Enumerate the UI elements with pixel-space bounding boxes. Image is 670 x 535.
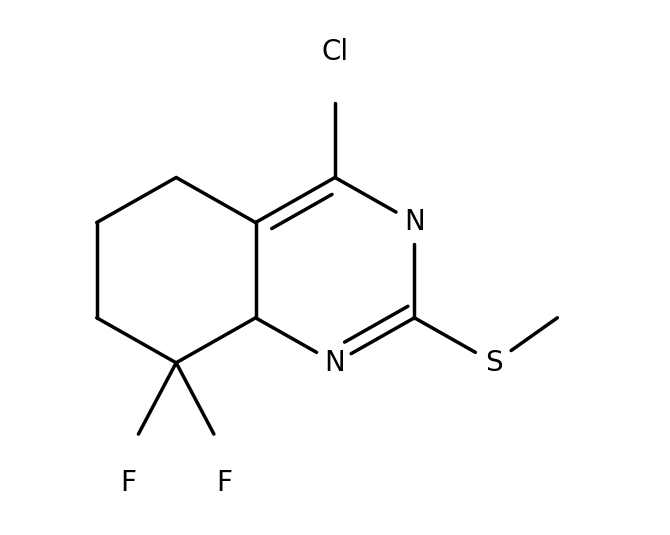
Text: F: F (216, 469, 232, 496)
Text: N: N (404, 209, 425, 236)
Text: Cl: Cl (322, 39, 348, 66)
Text: S: S (485, 349, 502, 377)
Text: N: N (325, 349, 345, 377)
Text: F: F (121, 469, 137, 496)
